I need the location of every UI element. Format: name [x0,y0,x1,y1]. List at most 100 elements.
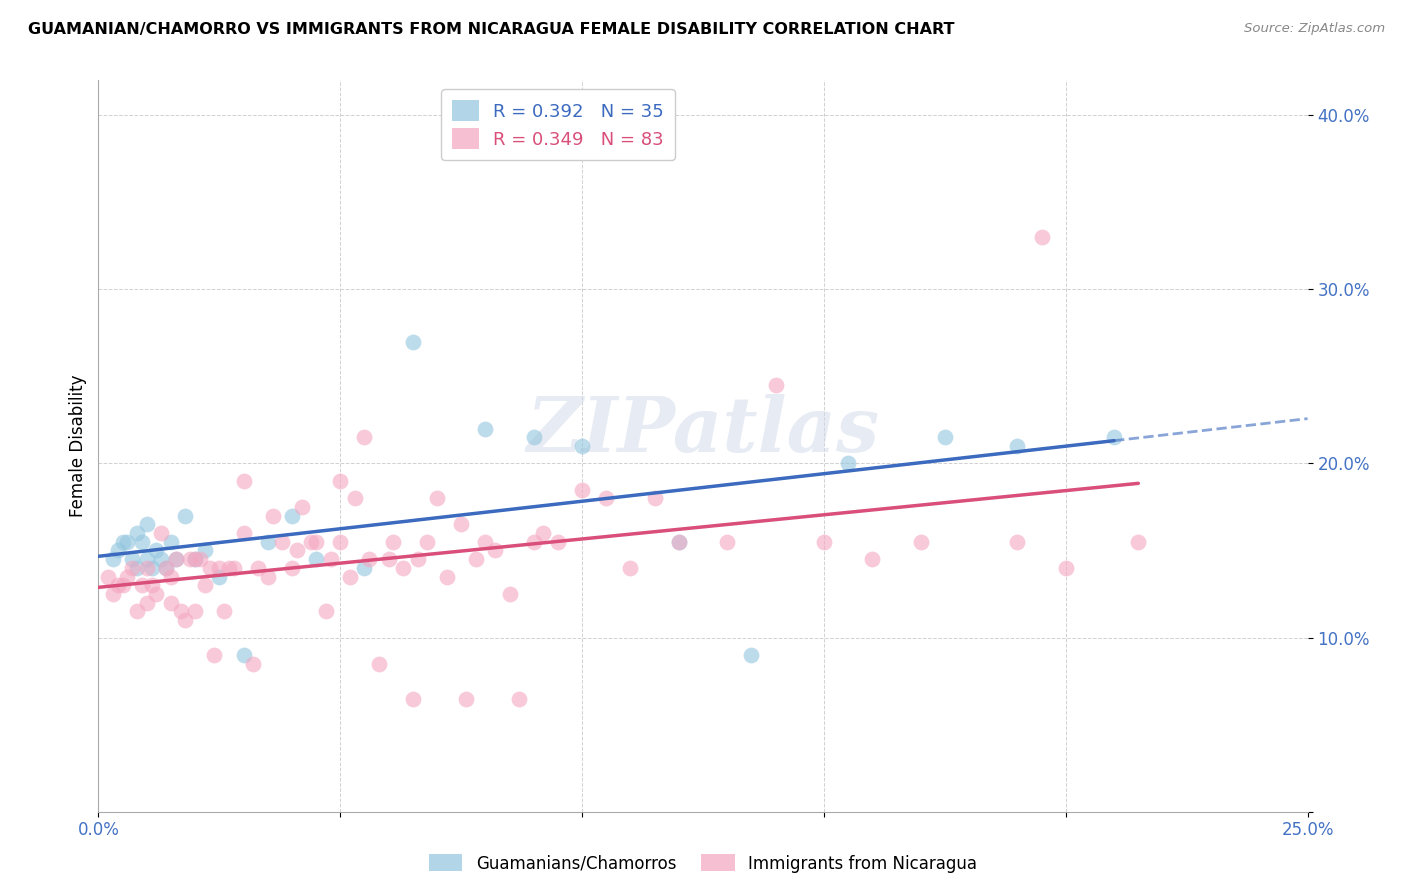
Point [716,534,738,549]
Point [668,534,690,549]
Point [644,491,666,506]
Point [165,552,187,566]
Point [523,534,546,549]
Point [135,552,157,566]
Point [860,552,883,566]
Point [1007,534,1029,549]
Point [111,578,134,592]
Point [165,552,187,566]
Point [160,569,183,583]
Point [1128,534,1150,549]
Point [498,587,520,601]
Point [174,613,197,627]
Point [464,552,486,566]
Point [813,534,835,549]
Point [1102,430,1125,444]
Point [101,552,124,566]
Point [339,569,361,583]
Point [160,596,183,610]
Point [127,561,149,575]
Point [135,517,157,532]
Point [127,526,149,541]
Point [299,534,322,549]
Point [406,552,429,566]
Point [305,534,328,549]
Point [97,569,120,583]
Point [242,657,264,671]
Point [155,561,177,575]
Point [508,691,530,706]
Point [117,569,139,583]
Point [141,578,163,592]
Point [121,552,143,566]
Point [474,421,496,435]
Point [160,534,183,549]
Point [232,648,254,662]
Point [474,534,496,549]
Point [218,561,240,575]
Point [571,483,593,497]
Point [315,604,337,618]
Point [436,569,458,583]
Point [290,500,312,514]
Point [256,534,278,549]
Text: GUAMANIAN/CHAMORRO VS IMMIGRANTS FROM NICARAGUA FEMALE DISABILITY CORRELATION CH: GUAMANIAN/CHAMORRO VS IMMIGRANTS FROM NI… [28,22,955,37]
Point [368,657,391,671]
Point [247,561,270,575]
Point [426,491,449,506]
Point [619,561,641,575]
Text: ZIPatlas: ZIPatlas [526,394,880,468]
Point [111,534,134,549]
Point [377,552,399,566]
Point [107,543,129,558]
Point [353,430,375,444]
Point [523,430,546,444]
Point [359,552,381,566]
Point [232,474,254,488]
Point [1054,561,1077,575]
Point [837,457,859,471]
Point [212,604,235,618]
Legend: R = 0.392   N = 35, R = 0.349   N = 83: R = 0.392 N = 35, R = 0.349 N = 83 [441,89,675,160]
Point [319,552,342,566]
Point [547,534,569,549]
Point [141,561,163,575]
Point [131,578,153,592]
Point [179,552,201,566]
Point [184,552,207,566]
Point [262,508,284,523]
Point [150,526,173,541]
Point [402,691,425,706]
Point [271,534,294,549]
Point [150,552,173,566]
Point [910,534,932,549]
Point [1031,230,1053,244]
Point [256,569,278,583]
Point [392,561,415,575]
Point [329,474,352,488]
Point [402,334,425,349]
Y-axis label: Female Disability: Female Disability [69,375,87,517]
Point [194,578,217,592]
Point [450,517,472,532]
Point [285,543,308,558]
Point [232,526,254,541]
Point [184,604,207,618]
Point [343,491,366,506]
Point [194,543,217,558]
Point [208,569,231,583]
Point [934,430,956,444]
Point [222,561,245,575]
Point [571,439,593,453]
Point [121,561,143,575]
Point [416,534,439,549]
Point [740,648,762,662]
Point [484,543,506,558]
Point [329,534,352,549]
Point [169,604,191,618]
Point [204,648,226,662]
Legend: Guamanians/Chamorros, Immigrants from Nicaragua: Guamanians/Chamorros, Immigrants from Ni… [422,847,984,880]
Point [382,534,405,549]
Point [353,561,375,575]
Point [145,543,167,558]
